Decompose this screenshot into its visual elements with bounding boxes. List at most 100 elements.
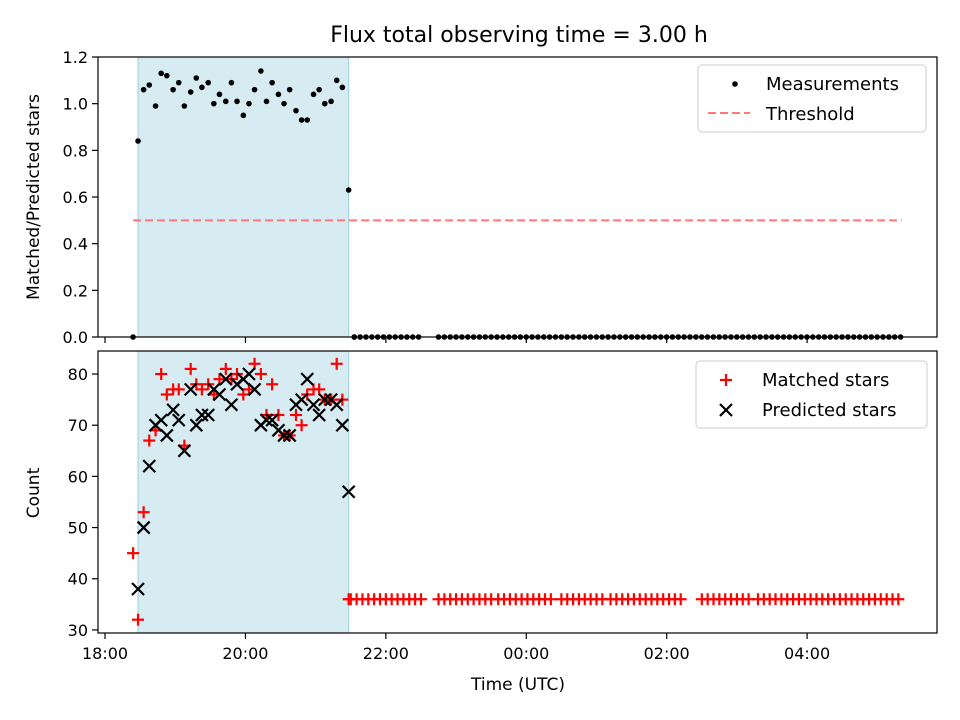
matched-star-point: [195, 383, 208, 396]
predicted-star-point: [247, 382, 262, 397]
matched-star-point: [295, 419, 308, 432]
predicted-star-point: [166, 403, 180, 417]
y-tick-label: 40: [68, 570, 88, 589]
predicted-star-point: [341, 484, 356, 499]
x-tick-label: 00:00: [503, 644, 549, 663]
matched-star-point: [219, 362, 232, 375]
predicted-x-b: [177, 444, 192, 458]
predicted-star-point: [312, 408, 326, 422]
y-tick-label: 30: [68, 621, 88, 640]
ratio-legend-box: [697, 64, 927, 133]
predicted-star-point: [219, 372, 233, 386]
predicted-star-point: [154, 413, 168, 427]
measurement-point: [321, 100, 328, 107]
measurement-point: [339, 84, 346, 91]
matched-star-point: [155, 368, 168, 381]
predicted-star-point: [212, 387, 227, 402]
predicted-x-b: [247, 382, 262, 397]
predicted-star-point: [142, 459, 157, 473]
predicted-x-b: [242, 367, 256, 381]
legend-matched-marker: [720, 374, 732, 386]
matched-star-point: [143, 434, 156, 447]
measurement-point: [328, 98, 334, 105]
predicted-star-point: [201, 408, 216, 422]
count-x-ticks: 18:00 20:00 22:00 00:00 02:00 04:00: [82, 633, 830, 663]
predicted-x-b: [171, 413, 186, 427]
count-marks: [127, 357, 905, 626]
count-y-ticks: 30 40 50 60 70 80: [68, 365, 98, 640]
x-tick-label: 04:00: [784, 644, 830, 663]
ratio-y-axis-label: Matched/Predicted stars: [24, 94, 44, 300]
count-axes-frame: [97, 350, 938, 634]
y-tick-label: 0.6: [63, 188, 88, 207]
predicted-x-b: [166, 403, 180, 417]
measurement-point: [170, 86, 176, 93]
measurement-point: [181, 103, 188, 109]
predicted-x-b: [131, 582, 145, 596]
measurement-point: [152, 103, 159, 109]
measurement-point: [310, 91, 317, 98]
predicted-x-b: [329, 397, 344, 412]
legend-measurements-label: Measurements: [766, 74, 899, 95]
predicted-x-b: [306, 397, 321, 412]
predicted-star-point: [195, 408, 209, 422]
x-axis-label: Time (UTC): [470, 675, 565, 695]
ratio-x-ticks: [104, 337, 808, 343]
matched-star-point: [414, 593, 427, 606]
predicted-star-point: [259, 413, 274, 427]
measurement-point: [228, 79, 235, 86]
predicted-star-point: [242, 367, 256, 381]
matched-star-point: [289, 408, 302, 421]
legend-measurements-marker: [732, 81, 738, 87]
measurement-point: [333, 77, 340, 84]
predicted-star-point: [277, 428, 291, 443]
measurement-point: [251, 86, 258, 93]
measurement-point: [146, 82, 153, 88]
predicted-x-b: [183, 382, 198, 397]
count-legend-box: [695, 360, 928, 429]
predicted-x-b: [282, 428, 297, 443]
y-tick-label: 0.8: [63, 141, 88, 160]
ratio-legend: Measurements Threshold: [697, 64, 927, 133]
predicted-star-point: [306, 397, 321, 412]
x-tick-label: 22:00: [363, 644, 409, 663]
predicted-star-point: [171, 413, 186, 427]
predicted-x-b: [265, 413, 279, 427]
predicted-x-b: [335, 418, 350, 432]
predicted-star-point: [335, 418, 350, 432]
measurement-point: [293, 107, 299, 114]
matched-star-point: [132, 613, 145, 626]
y-tick-label: 1.2: [63, 48, 88, 67]
measurement-point: [263, 98, 270, 105]
chart-title: Flux total observing time = 3.00 h: [330, 23, 708, 48]
measurement-point: [281, 100, 287, 107]
measurement-point: [286, 86, 293, 93]
predicted-star-point: [300, 372, 315, 386]
predicted-star-point: [189, 418, 204, 432]
predicted-star-point: [329, 397, 344, 412]
predicted-x-b: [277, 428, 291, 443]
measurement-point: [193, 75, 200, 81]
ratio-y-ticks: 0.0 0.2 0.4 0.6 0.8 1.0 1.2: [63, 48, 98, 347]
measurement-point: [304, 117, 311, 123]
measurement-point: [269, 79, 275, 86]
predicted-x-b: [201, 408, 216, 422]
matched-star-point: [237, 388, 250, 401]
matched-star-point: [330, 357, 343, 370]
predicted-x-b: [300, 372, 315, 386]
predicted-x-b: [154, 413, 168, 427]
legend-predicted-label: Predicted stars: [762, 400, 896, 421]
predicted-star-point: [224, 397, 239, 412]
measurement-point: [211, 100, 217, 107]
count-panel: 30 40 50 60 70 80 18:00 20:00 22:00 00:00 02:00 04…: [24, 350, 938, 695]
predicted-star-point: [294, 392, 309, 407]
matched-star-point: [160, 388, 173, 401]
measurement-point: [345, 187, 352, 193]
predicted-x-b: [212, 387, 227, 402]
matched-star-point: [137, 506, 150, 519]
matched-star-point: [544, 593, 557, 606]
predicted-star-point: [183, 382, 198, 397]
matched-star-point: [172, 383, 185, 396]
measurement-point: [135, 138, 141, 144]
